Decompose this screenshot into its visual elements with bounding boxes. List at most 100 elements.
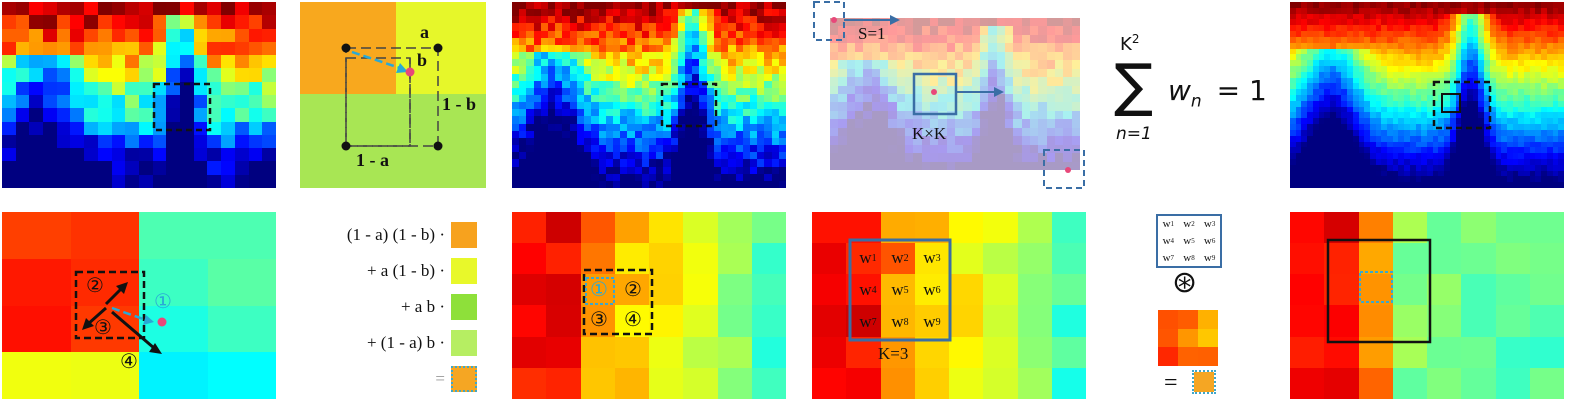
heatmap-cell	[1392, 25, 1399, 32]
heatmap-cell	[1063, 43, 1072, 52]
heatmap-cell	[1301, 135, 1308, 142]
heatmap-cell	[846, 153, 855, 162]
heatmap-cell	[1295, 118, 1302, 125]
heatmap-cell	[921, 119, 930, 128]
heatmap-cell	[1558, 135, 1564, 142]
heatmap-cell	[1369, 141, 1376, 148]
heatmap-cell	[15, 94, 30, 109]
dotted-sample-box	[585, 277, 615, 305]
heatmap-cell	[1392, 42, 1399, 49]
heatmap-cell	[1358, 83, 1365, 90]
heatmap-cell	[2, 305, 71, 353]
heatmap-cell	[1438, 170, 1445, 177]
heatmap-cell	[1558, 65, 1564, 72]
heatmap-cell	[1318, 112, 1325, 119]
heatmap-cell	[548, 102, 556, 110]
heatmap-cell	[548, 109, 556, 117]
heatmap-cell	[1524, 141, 1530, 148]
heatmap-cell	[1432, 48, 1439, 55]
heatmap-cell	[830, 102, 839, 111]
heatmap-cell	[1021, 136, 1030, 145]
heatmap-cell	[1421, 164, 1427, 171]
heatmap-cell	[1501, 141, 1507, 148]
heatmap-cell	[1347, 112, 1353, 119]
heatmap-cell	[612, 145, 621, 153]
heatmap-cell	[548, 159, 556, 167]
heatmap-cell	[1541, 153, 1547, 159]
heatmap-cell	[988, 26, 997, 35]
heatmap-cell	[1427, 274, 1462, 306]
heatmap-cell	[1358, 60, 1365, 66]
heatmap-cell	[1512, 60, 1519, 66]
heatmap-cell	[1461, 118, 1467, 125]
heatmap-cell	[1335, 2, 1342, 8]
heatmap-cell	[1444, 95, 1450, 101]
heatmap-cell	[576, 116, 585, 124]
heatmap-cell	[683, 243, 718, 275]
heatmap-cell	[1541, 106, 1547, 113]
heatmap-cell	[1427, 2, 1433, 8]
heatmap-cell	[548, 145, 556, 153]
heatmap-cell	[1444, 118, 1450, 125]
sum-lower: n=1	[1116, 124, 1152, 144]
heatmap-cell	[1455, 65, 1462, 72]
heatmap-cell	[262, 161, 276, 175]
heatmap-cell	[1375, 2, 1382, 8]
heatmap-cell	[1341, 7, 1348, 14]
quadrant-green-left	[300, 94, 396, 188]
heatmap-cell	[1524, 158, 1530, 165]
heatmap-cell	[1484, 31, 1490, 37]
heatmap-cell	[526, 130, 534, 138]
heatmap-cell	[1341, 170, 1348, 177]
heatmap-cell	[1312, 124, 1319, 130]
heatmap-cell	[612, 95, 621, 103]
heatmap-cell	[2, 108, 16, 122]
heatmap-cell	[1375, 13, 1382, 20]
heatmap-cell	[1004, 26, 1014, 35]
neighbors-overlay	[582, 268, 654, 336]
heatmap-cell	[1301, 89, 1308, 95]
heatmap-cell	[888, 102, 897, 111]
heatmap-cell	[1489, 65, 1496, 72]
heatmap-cell	[193, 15, 208, 29]
heatmap-cell	[1404, 118, 1410, 125]
heatmap-cell	[1484, 164, 1490, 171]
heatmap-cell	[1381, 25, 1388, 32]
heatmap-cell	[1484, 7, 1490, 14]
heatmap-cell	[1489, 158, 1496, 165]
heatmap-cell	[540, 109, 549, 117]
heatmap-cell	[692, 59, 700, 67]
heatmap-cell	[929, 26, 939, 35]
heatmap-cell	[605, 52, 613, 60]
heatmap-cell	[1438, 77, 1445, 84]
heatmap-cell	[699, 95, 707, 103]
heatmap-cell	[1409, 7, 1416, 14]
heatmap-cell	[97, 148, 112, 162]
heatmap-cell	[43, 41, 57, 56]
heatmap-cell	[1358, 42, 1365, 49]
heatmap-cell	[879, 94, 889, 103]
heatmap-cell	[569, 130, 577, 138]
heatmap-cell	[1466, 89, 1473, 95]
heatmap-cell	[1444, 13, 1450, 20]
heatmap-cell	[138, 174, 153, 188]
heatmap-cell	[929, 94, 939, 103]
heatmap-cell	[1461, 124, 1467, 130]
heatmap-cell	[1432, 164, 1439, 171]
heatmap-cell	[1312, 77, 1319, 84]
heatmap-cell	[670, 166, 678, 174]
heatmap-cell	[1455, 106, 1462, 113]
heatmap-cell	[1341, 19, 1348, 26]
heatmap-cell	[1381, 83, 1388, 90]
heatmap-cell	[921, 85, 930, 94]
heatmap-cell	[896, 110, 905, 120]
heatmap-cell	[576, 130, 585, 138]
heatmap-cell	[1506, 31, 1513, 37]
offset-arrow	[111, 306, 147, 322]
heatmap-cell	[634, 130, 642, 138]
heatmap-cell	[1489, 170, 1496, 177]
heatmap-cell	[1071, 26, 1080, 35]
heatmap-cell	[1392, 176, 1399, 183]
heatmap-cell	[1198, 328, 1218, 348]
heatmap-cell	[111, 28, 126, 42]
